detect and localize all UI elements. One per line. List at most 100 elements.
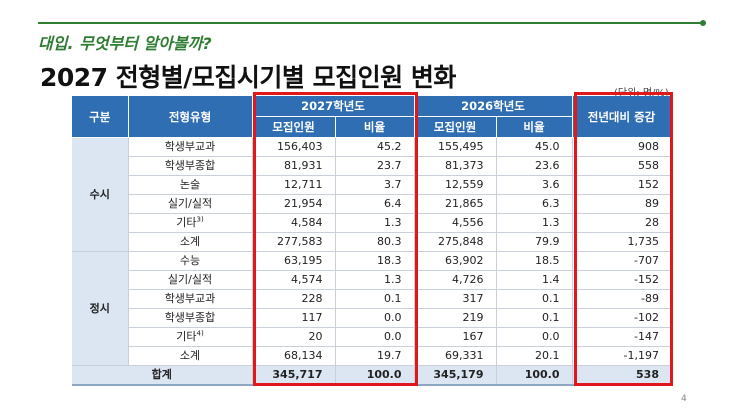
total-r27: 100.0 (335, 365, 415, 386)
type-label: 기타 (176, 330, 197, 343)
header-rule-dot (700, 20, 706, 26)
cell-r27: 18.3 (335, 251, 415, 271)
type-label: 학생부종합 (164, 311, 216, 324)
header-count-2026: 모집인원 (414, 116, 497, 138)
type-label: 수능 (179, 254, 201, 267)
type-label: 소계 (179, 235, 201, 248)
cell-c26: 69,331 (414, 346, 497, 366)
table-row: 소계 68,134 19.7 69,331 20.1 -1,197 (72, 346, 671, 366)
header-ratio-2026: 비율 (496, 116, 573, 138)
cell-c27: 277,583 (252, 232, 336, 252)
table-row: 수시 학생부교과 156,403 45.2 155,495 45.0 908 (72, 137, 671, 252)
cell-chg: 558 (572, 156, 671, 176)
group-label: 정시 (72, 251, 129, 366)
cell-r27: 80.3 (335, 232, 415, 252)
type-label: 학생부종합 (164, 159, 216, 172)
type-cell: 논술 (128, 175, 253, 195)
type-cell: 수능 (128, 251, 253, 271)
cell-c26: 219 (414, 308, 497, 328)
cell-r26: 23.6 (496, 156, 573, 176)
table-body: 수시 학생부교과 156,403 45.2 155,495 45.0 908 학생부종합 81,… (72, 137, 671, 386)
cell-c27: 228 (252, 289, 336, 309)
type-label: 실기/실적 (167, 197, 213, 210)
cell-chg: 908 (572, 137, 671, 157)
cell-chg: 1,735 (572, 232, 671, 252)
cell-c26: 12,559 (414, 175, 497, 195)
cell-r26: 6.3 (496, 194, 573, 214)
highlight-2027 (253, 92, 418, 386)
cell-c26: 4,556 (414, 213, 497, 233)
header-count-2027: 모집인원 (252, 116, 336, 138)
group-label: 수시 (72, 137, 129, 252)
highlight-change (574, 92, 673, 386)
cell-r26: 1.4 (496, 270, 573, 290)
type-label: 학생부교과 (164, 292, 216, 305)
cell-c26: 167 (414, 327, 497, 347)
cell-c26: 317 (414, 289, 497, 309)
cell-chg: 28 (572, 213, 671, 233)
cell-chg: -707 (572, 251, 671, 271)
header-type: 전형유형 (128, 96, 253, 138)
type-cell: 학생부종합 (128, 308, 253, 328)
cell-r27: 1.3 (335, 270, 415, 290)
cell-r27: 0.0 (335, 327, 415, 347)
type-label: 소계 (179, 349, 201, 362)
cell-chg: -152 (572, 270, 671, 290)
table-row: 실기/실적 21,954 6.4 21,865 6.3 89 (72, 194, 671, 214)
header-ratio-2027: 비율 (335, 116, 415, 138)
table-row: 실기/실적 4,574 1.3 4,726 1.4 -152 (72, 270, 671, 290)
cell-r26: 20.1 (496, 346, 573, 366)
type-cell: 학생부교과 (128, 289, 253, 309)
table-row: 학생부종합 81,931 23.7 81,373 23.6 558 (72, 156, 671, 176)
cell-r27: 1.3 (335, 213, 415, 233)
cell-chg: -1,197 (572, 346, 671, 366)
type-cell: 기타3) (128, 213, 253, 233)
type-cell: 학생부종합 (128, 156, 253, 176)
cell-r26: 3.6 (496, 175, 573, 195)
footnote-marker: 4) (196, 329, 204, 338)
cell-r27: 3.7 (335, 175, 415, 195)
admissions-table: 구분 전형유형 2027학년도 2026학년도 전년대비 증감 모집인원 비율 … (72, 96, 672, 386)
cell-c27: 4,574 (252, 270, 336, 290)
type-label: 학생부교과 (164, 140, 216, 153)
cell-r26: 0.0 (496, 327, 573, 347)
type-cell: 소계 (128, 232, 253, 252)
footnote-marker: 3) (196, 215, 204, 224)
slide-subtitle: 대입. 무엇부터 알아볼까? (38, 34, 212, 53)
cell-r27: 19.7 (335, 346, 415, 366)
cell-r26: 0.1 (496, 289, 573, 309)
header-group: 구분 (72, 96, 129, 138)
cell-r26: 45.0 (496, 137, 573, 157)
type-label: 기타 (176, 216, 197, 229)
cell-r26: 79.9 (496, 232, 573, 252)
type-cell: 학생부교과 (128, 137, 253, 157)
cell-r26: 1.3 (496, 213, 573, 233)
cell-r26: 0.1 (496, 308, 573, 328)
table-row: 학생부교과 228 0.1 317 0.1 -89 (72, 289, 671, 309)
cell-c27: 63,195 (252, 251, 336, 271)
header-year-2026: 2026학년도 (414, 96, 573, 117)
cell-c26: 4,726 (414, 270, 497, 290)
cell-c26: 21,865 (414, 194, 497, 214)
page-number: 4 (681, 394, 687, 404)
type-label: 실기/실적 (167, 273, 213, 286)
cell-r27: 45.2 (335, 137, 415, 157)
cell-c27: 117 (252, 308, 336, 328)
cell-c27: 68,134 (252, 346, 336, 366)
type-cell: 실기/실적 (128, 270, 253, 290)
type-cell: 소계 (128, 346, 253, 366)
table-row: 소계 277,583 80.3 275,848 79.9 1,735 (72, 232, 671, 252)
total-row: 합계 345,717 100.0 345,179 100.0 538 (72, 365, 671, 386)
cell-c27: 81,931 (252, 156, 336, 176)
cell-c27: 12,711 (252, 175, 336, 195)
type-cell: 실기/실적 (128, 194, 253, 214)
total-r26: 100.0 (496, 365, 573, 386)
header-year-2027: 2027학년도 (252, 96, 415, 117)
type-label: 논술 (179, 178, 201, 191)
cell-chg: 89 (572, 194, 671, 214)
cell-c26: 63,902 (414, 251, 497, 271)
type-cell: 기타4) (128, 327, 253, 347)
header-rule (38, 22, 703, 24)
cell-c27: 156,403 (252, 137, 336, 157)
total-label: 합계 (72, 365, 253, 386)
